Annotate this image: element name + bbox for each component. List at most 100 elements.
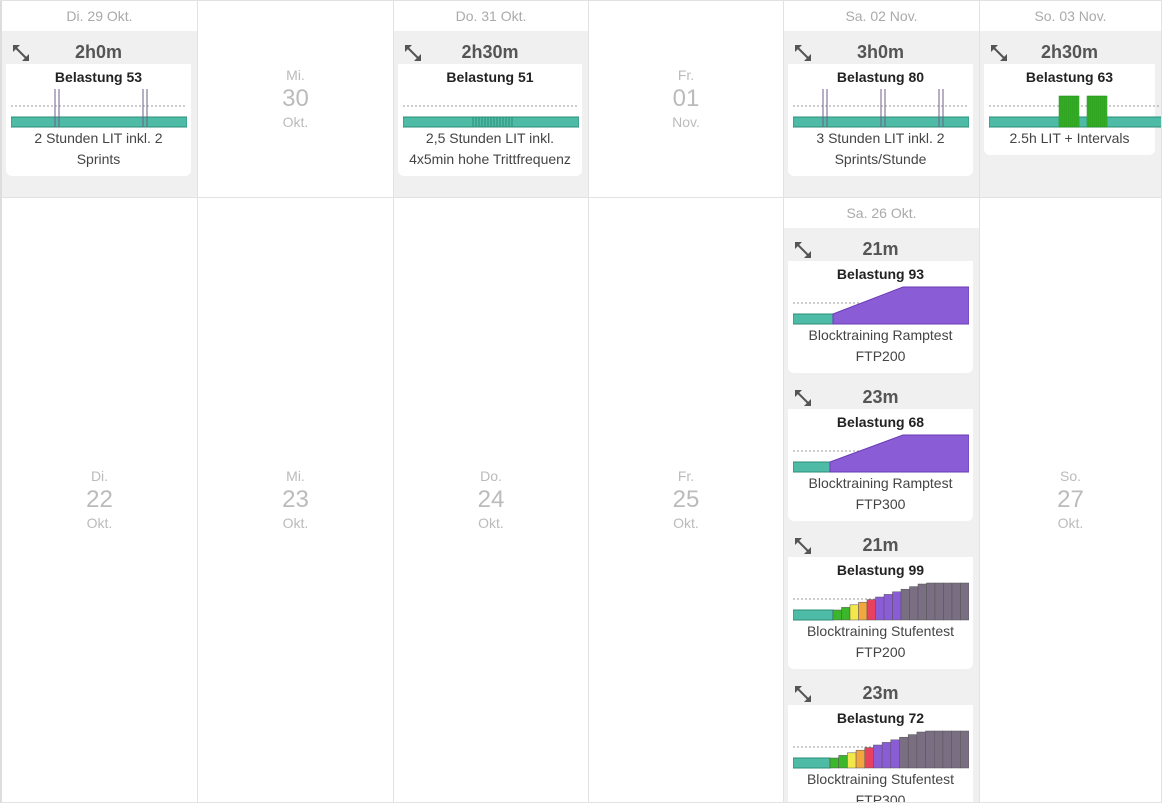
profile-shape [1102, 95, 1106, 128]
day-header: Di. 29 Okt. [2, 1, 197, 31]
profile-shape [875, 596, 885, 621]
month: Nov. [672, 114, 700, 130]
day-label: Di. 22 Okt. [2, 468, 197, 532]
profile-shape [1094, 95, 1098, 128]
weekday: Mi. [286, 67, 305, 83]
profile-shape [838, 755, 848, 769]
profile-shape [1068, 95, 1072, 128]
workout-card[interactable]: 2h0m Belastung 53 2 Stunden LIT inkl. 2 Sp… [6, 36, 191, 176]
profile-shape [14, 46, 28, 60]
profile-shape [1076, 95, 1080, 128]
profile-shape [1060, 95, 1064, 128]
profile-shape [793, 757, 831, 769]
day-number: 22 [86, 486, 113, 513]
profile-shape [1098, 95, 1102, 128]
workout-duration: 2h30m [1040, 42, 1099, 62]
day-cell: Mi. 23 Okt. [198, 198, 394, 803]
profile-shape [1062, 95, 1066, 128]
expand-icon[interactable] [794, 685, 812, 703]
expand-icon[interactable] [794, 537, 812, 555]
day-cell: Fr. 25 Okt. [589, 198, 784, 803]
month: Okt. [282, 515, 309, 531]
workout-duration-bar: 3h0m [788, 36, 973, 64]
profile-shape [832, 286, 969, 325]
workout-card[interactable]: 23m Belastung 72 Blocktraining Stufentest … [788, 677, 973, 803]
day-number: 30 [282, 85, 309, 112]
workout-description: Blocktraining Ramptest FTP200 [808, 327, 953, 364]
weekday: Do. [480, 468, 502, 484]
day-header: Sa. 02 Nov. [784, 1, 979, 31]
day-label: Mi. 30 Okt. [198, 67, 393, 131]
profile-shape [1096, 95, 1100, 128]
workout-body: Belastung 68 Blocktraining Ramptest FTP30… [788, 409, 973, 521]
workout-description: Blocktraining Stufentest FTP300 [806, 771, 955, 803]
workout-card[interactable]: 21m Belastung 99 Blocktraining Stufentest … [788, 529, 973, 669]
expand-icon[interactable] [990, 44, 1008, 62]
profile-shape [795, 45, 802, 52]
workout-card[interactable]: 23m Belastung 68 Blocktraining Ramptest FT… [788, 381, 973, 521]
profile-shape [405, 45, 412, 52]
workout-load: Belastung 93 [836, 266, 925, 282]
workout-profile [793, 89, 969, 128]
day-cell: Mi. 30 Okt. [198, 1, 394, 198]
workout-card[interactable]: 2h30m Belastung 63 2.5h LIT + Intervals [984, 36, 1161, 155]
day-header: Do. 31 Okt. [394, 1, 588, 31]
workout-card[interactable]: 2h30m Belastung 51 2,5 Stunden LIT inkl. 4… [398, 36, 582, 176]
workout-description: 2.5h LIT + Intervals [1009, 130, 1130, 146]
profile-shape [804, 251, 811, 258]
workout-duration-bar: 2h0m [6, 36, 191, 64]
profile-shape [890, 739, 900, 769]
profile-shape [873, 744, 883, 769]
expand-icon[interactable] [12, 44, 30, 62]
day-label: Do. 24 Okt. [394, 468, 588, 532]
workout-duration: 23m [862, 683, 899, 703]
weekday: Fr. [677, 67, 695, 83]
profile-shape [832, 609, 842, 621]
workout-duration: 21m [862, 239, 899, 259]
workout-load: Belastung 72 [836, 710, 925, 726]
expand-icon[interactable] [794, 44, 812, 62]
workout-card[interactable]: 3h0m Belastung 80 3 Stunden LIT inkl. 2 Sp… [788, 36, 973, 176]
workout-duration: 2h0m [74, 42, 123, 62]
workout-body: Belastung 99 Blocktraining Stufentest FTP… [788, 557, 973, 669]
day-number: 27 [1057, 486, 1084, 513]
profile-shape [1092, 95, 1096, 128]
expand-icon[interactable] [794, 241, 812, 259]
profile-shape [951, 582, 961, 621]
workout-load: Belastung 53 [54, 69, 143, 85]
profile-shape [795, 538, 802, 545]
profile-shape [1066, 95, 1070, 128]
month: Okt. [1057, 515, 1084, 531]
profile-shape [1064, 95, 1068, 128]
workout-load: Belastung 80 [836, 69, 925, 85]
workout-profile [989, 95, 1161, 128]
profile-shape [1072, 95, 1076, 128]
workout-profile [403, 105, 579, 128]
profile-shape [1104, 95, 1108, 128]
profile-shape [855, 749, 865, 769]
month: Okt. [673, 515, 699, 531]
profile-shape [804, 399, 811, 406]
profile-shape [795, 686, 802, 693]
profile-shape [992, 46, 1006, 60]
workout-description: 3 Stunden LIT inkl. 2 Sprints/Stunde [816, 130, 945, 167]
expand-icon[interactable] [794, 389, 812, 407]
day-number: 23 [282, 486, 309, 513]
day-cell: Fr. 01 Nov. [589, 1, 784, 198]
expand-icon[interactable] [404, 44, 422, 62]
profile-shape [1070, 95, 1074, 128]
workout-duration: 21m [862, 535, 899, 555]
day-cell: Sa. 26 Okt. 21m Belastung 93 Blocktraining … [784, 198, 980, 803]
profile-shape [22, 54, 29, 61]
workout-card[interactable]: 21m Belastung 93 Blocktraining Ramptest FT… [788, 233, 973, 373]
day-cell: Do. 24 Okt. [394, 198, 589, 803]
profile-shape [916, 731, 926, 769]
day-number: 24 [477, 486, 505, 513]
day-cell: So. 03 Nov. 2h30m Belastung 63 2.5h LIT + I… [980, 1, 1162, 198]
profile-shape [1000, 54, 1007, 61]
day-cell: Di. 29 Okt. 2h0m Belastung 53 2 Stunden LIT… [0, 1, 198, 198]
workout-duration: 3h0m [856, 42, 905, 62]
profile-shape [881, 742, 892, 769]
day-header: So. 03 Nov. [980, 1, 1161, 31]
profile-shape [907, 734, 918, 769]
